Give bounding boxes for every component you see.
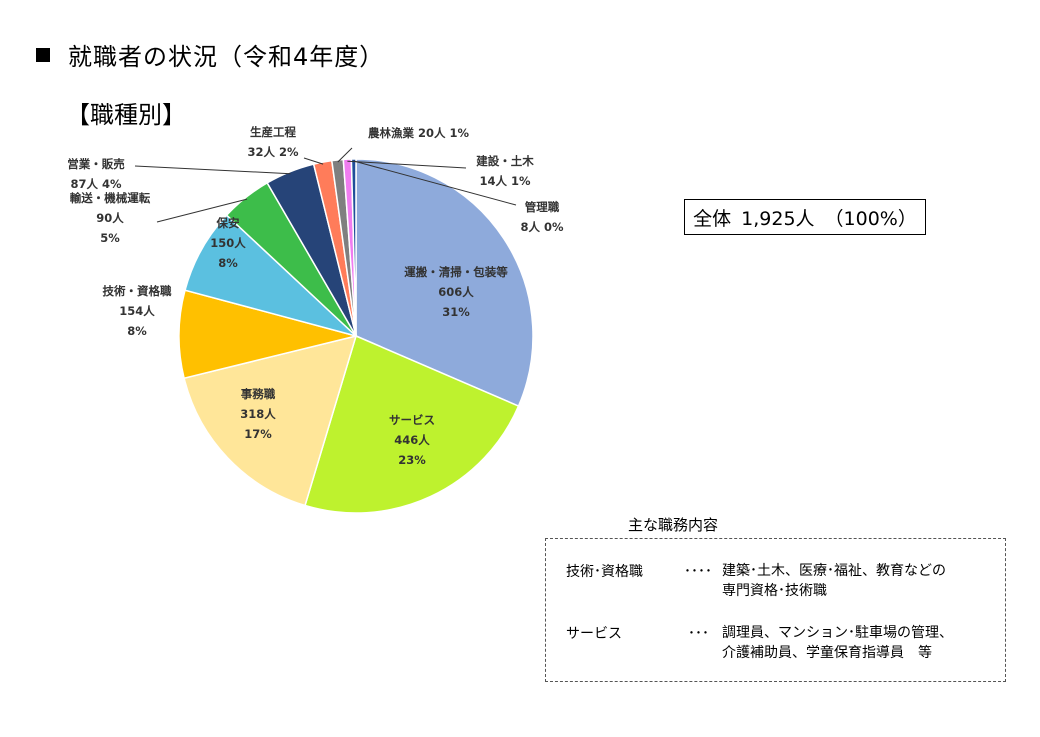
total-label: 全体 <box>693 207 732 230</box>
slice-label: 管理職 8人 0% <box>520 200 564 234</box>
duty-description-line: 建築･土木、医療･福祉、教育などの <box>722 563 946 579</box>
slice-label-name: 建設・土木 <box>476 154 534 168</box>
total-box: 全体 1,925人 （100%） <box>684 199 926 235</box>
slice-label-count: 150人 <box>210 236 246 250</box>
slice-label: 輸送・機械運転 90人 5% <box>70 191 151 245</box>
pie-slice <box>183 334 358 507</box>
slice-label-name: 管理職 <box>525 200 560 214</box>
duty-separator: ･･･ <box>688 626 709 642</box>
duty-description: 建築･土木、医療･福祉、教育などの 専門資格･技術職 <box>722 561 946 601</box>
slice-label-count: 446人 <box>394 433 430 447</box>
slice-label-name: 営業・販売 <box>67 157 125 171</box>
page-title-text: 就職者の状況（令和4年度） <box>68 43 385 71</box>
slice-label-percent: 8% <box>127 324 147 338</box>
duty-separator: ････ <box>684 564 712 580</box>
slice-label-count: 154人 <box>119 304 155 318</box>
duty-description: 調理員、マンション･駐車場の管理、 介護補助員、学童保育指導員 等 <box>722 623 953 663</box>
title-bullet-square <box>36 47 50 62</box>
chart-subtitle: 【職種別】 <box>66 101 186 129</box>
duty-description-line: 介護補助員、学童保育指導員 等 <box>722 645 932 661</box>
slice-label-text: 農林漁業 20人 1% <box>368 126 470 140</box>
slice-label-count: 318人 <box>240 407 276 421</box>
slice-label-percent: 5% <box>100 231 120 245</box>
pie-slice <box>350 158 357 337</box>
duty-description-line: 専門資格･技術職 <box>722 583 827 599</box>
slice-label-value: 87人 4% <box>70 177 122 191</box>
slice-label: 事務職 318人 17% <box>240 387 276 441</box>
slice-label-value: 8人 0% <box>520 220 564 234</box>
slice-label-count: 606人 <box>438 285 474 299</box>
leader-line <box>347 160 467 169</box>
slice-label: 農林漁業 20人 1% <box>368 126 470 140</box>
pie-slice <box>304 334 520 514</box>
duties-heading: 主な職務内容 <box>628 516 719 534</box>
slice-label-name: 運搬・清掃・包装等 <box>404 265 508 279</box>
slice-label: 建設・土木 14人 1% <box>476 154 534 188</box>
leader-line <box>303 157 324 165</box>
slice-label-name: 事務職 <box>241 387 276 401</box>
slice-label: 生産工程 32人 2% <box>247 125 299 159</box>
slice-label-name: 保安 <box>216 216 240 230</box>
slice-label-percent: 17% <box>244 427 272 441</box>
slice-label-percent: 31% <box>442 305 470 319</box>
slice-label-name: サービス <box>389 413 435 427</box>
slice-label: 運搬・清掃・包装等 606人 31% <box>404 265 508 319</box>
slice-label-name: 輸送・機械運転 <box>70 191 151 205</box>
duty-term: サービス <box>566 626 622 642</box>
duty-description-line: 調理員、マンション･駐車場の管理、 <box>722 625 953 641</box>
leader-line <box>337 147 353 163</box>
slice-label-percent: 8% <box>218 256 238 270</box>
slice-label-count: 90人 <box>96 211 124 225</box>
slice-label: 営業・販売 87人 4% <box>67 157 125 191</box>
duties-box: 技術･資格職 ････ 建築･土木、医療･福祉、教育などの 専門資格･技術職 サ… <box>545 538 1006 682</box>
leader-line <box>353 160 517 206</box>
slice-label: 技術・資格職 154人 8% <box>103 284 172 338</box>
leader-line <box>134 165 291 175</box>
page-title: 就職者の状況（令和4年度） <box>36 37 384 72</box>
total-percent: （100%） <box>824 207 917 230</box>
slice-label-name: 技術・資格職 <box>103 284 172 298</box>
slice-label: 保安 150人 8% <box>210 216 246 270</box>
leader-line <box>156 198 248 223</box>
pie-slice <box>178 289 357 380</box>
slice-label-percent: 23% <box>398 453 426 467</box>
slice-label-value: 14人 1% <box>479 174 531 188</box>
slice-label: サービス 446人 23% <box>389 413 435 467</box>
slice-label-value: 32人 2% <box>247 145 299 159</box>
duty-term: 技術･資格職 <box>566 564 643 580</box>
total-value: 1,925人 <box>741 207 815 230</box>
slice-label-name: 生産工程 <box>250 125 296 139</box>
